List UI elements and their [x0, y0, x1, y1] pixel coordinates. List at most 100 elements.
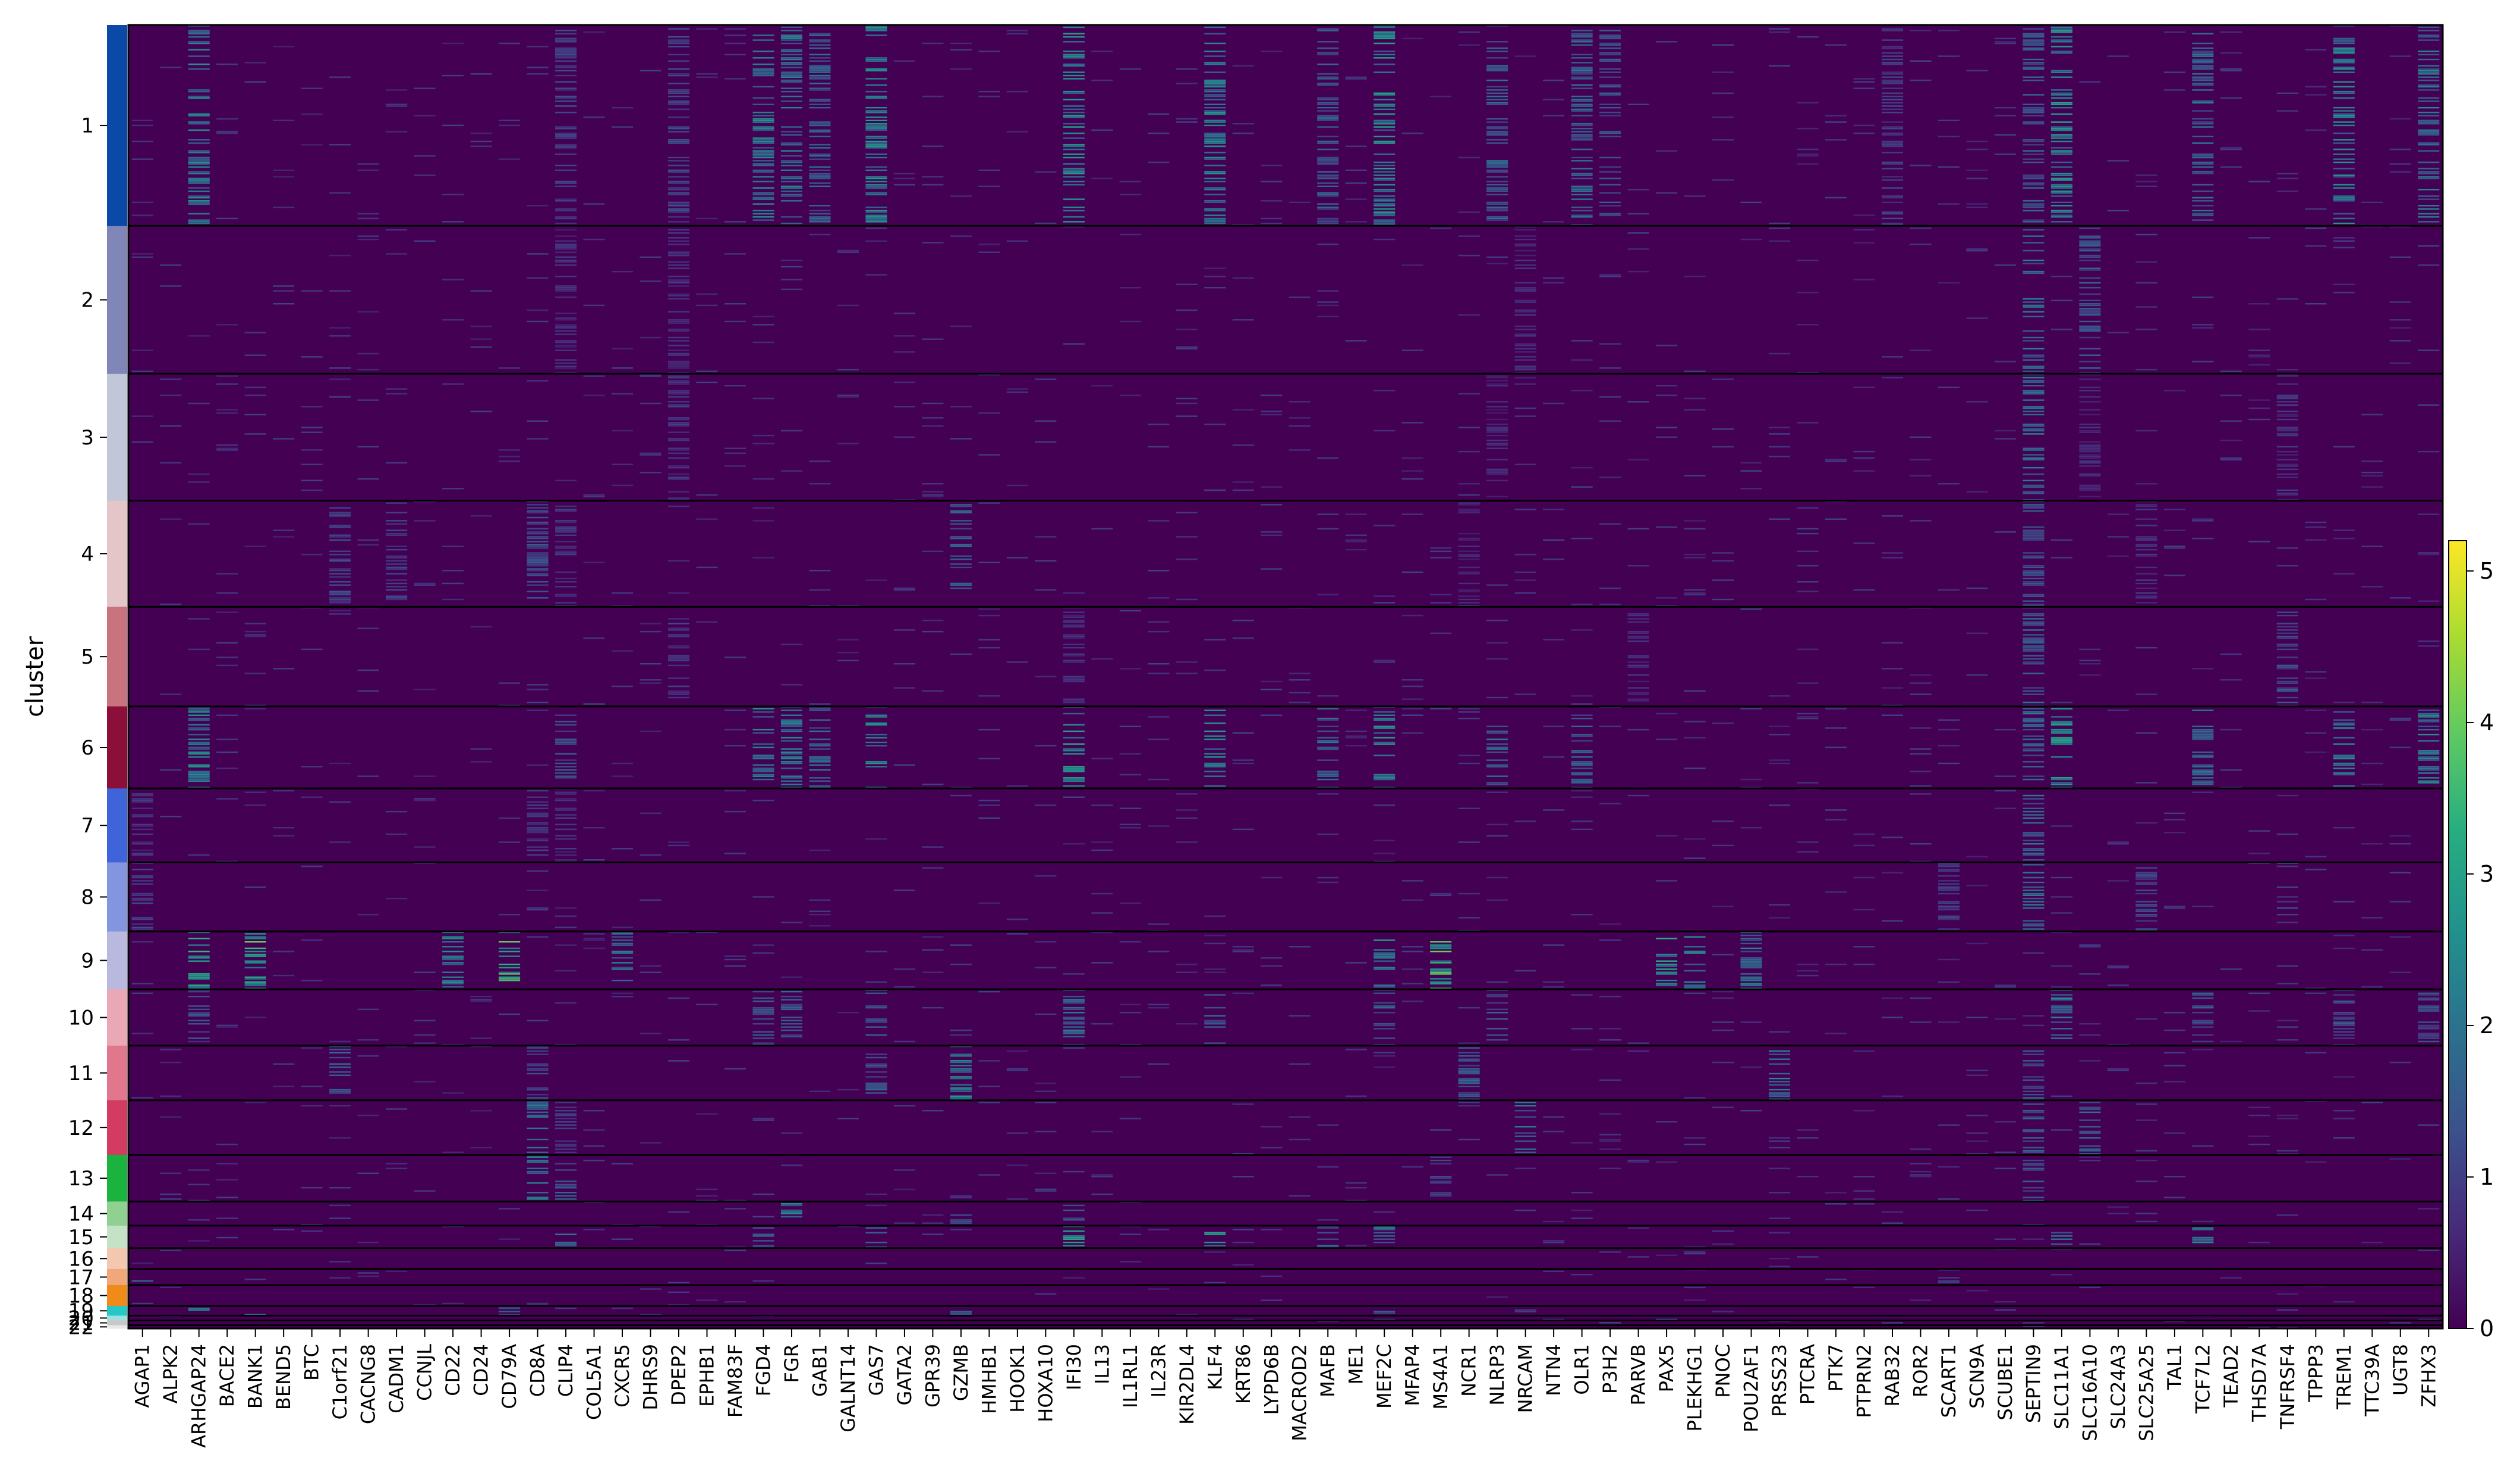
heatmap-cell: [2135, 536, 2157, 538]
heatmap-cell: [950, 1060, 972, 1062]
heatmap-cell: [809, 131, 831, 132]
heatmap-cell: [780, 216, 803, 218]
heatmap-cell: [301, 1047, 323, 1049]
heatmap-cell: [1599, 86, 1621, 88]
heatmap-cell: [2418, 1040, 2440, 1043]
heatmap-cell: [2361, 460, 2383, 462]
heatmap-cell: [1910, 1021, 1932, 1023]
heatmap-cell: [1317, 793, 1339, 795]
heatmap-cell: [2023, 390, 2045, 392]
heatmap-cell: [667, 46, 690, 48]
heatmap-cell: [1261, 984, 1283, 986]
heatmap-cell: [1740, 962, 1762, 964]
heatmap-cell: [1881, 99, 1904, 100]
heatmap-cell: [865, 210, 887, 212]
heatmap-cell: [1091, 758, 1113, 760]
heatmap-cell: [1345, 145, 1367, 147]
heatmap-cell: [1853, 542, 1875, 544]
heatmap-cell: [1204, 1251, 1226, 1253]
heatmap-cell: [1910, 436, 1932, 438]
heatmap-cell: [2333, 184, 2355, 186]
heatmap-cell: [2135, 504, 2157, 506]
heatmap-cell: [1825, 115, 1847, 116]
heatmap-cell: [131, 441, 153, 443]
heatmap-cell: [2050, 153, 2072, 155]
heatmap-cell: [1797, 102, 1819, 104]
heatmap-cell: [752, 51, 774, 52]
heatmap-cell: [555, 1245, 577, 1247]
heatmap-cell: [2050, 722, 2072, 724]
heatmap-cell: [667, 276, 690, 277]
heatmap-cell: [1740, 1021, 1762, 1023]
heatmap-cell: [1458, 1095, 1480, 1097]
heatmap-cell: [667, 659, 690, 662]
heatmap-cell: [1317, 171, 1339, 173]
heatmap-cell: [2023, 235, 2045, 237]
heatmap-cell: [2023, 1063, 2045, 1065]
heatmap-cell: [188, 978, 210, 980]
heatmap-cell: [1684, 952, 1706, 954]
heatmap-cell: [1006, 661, 1028, 663]
heatmap-cell: [724, 452, 746, 455]
heatmap-cell: [2276, 701, 2298, 703]
heatmap-cell: [1571, 821, 1593, 822]
heatmap-cell: [1599, 132, 1621, 134]
heatmap-cell: [1063, 778, 1085, 781]
heatmap-cell: [1204, 62, 1226, 64]
heatmap-cell: [1571, 134, 1593, 136]
heatmap-cell: [1063, 750, 1085, 752]
heatmap-cell: [1938, 892, 1960, 895]
heatmap-cell: [2192, 214, 2214, 216]
heatmap-cell: [2023, 621, 2045, 623]
heatmap-cell: [1514, 351, 1536, 353]
heatmap-cell: [1204, 762, 1226, 765]
heatmap-cell: [667, 393, 690, 395]
heatmap-cell: [2023, 259, 2045, 261]
heatmap-cell: [780, 1020, 803, 1022]
heatmap-cell: [2079, 973, 2101, 975]
heatmap-cell: [2220, 1040, 2242, 1043]
heatmap-cell: [2135, 1119, 2157, 1121]
heatmap-cell: [329, 550, 351, 553]
heatmap-cell: [1006, 484, 1028, 487]
heatmap-cell: [809, 89, 831, 91]
heatmap-cell: [809, 744, 831, 747]
heatmap-cell: [1797, 163, 1819, 165]
heatmap-cell: [131, 902, 153, 904]
heatmap-cell: [978, 412, 1000, 414]
heatmap-cell: [188, 728, 210, 731]
heatmap-cell: [2192, 89, 2214, 91]
heatmap-cell: [978, 502, 1000, 504]
heatmap-cell: [1740, 608, 1762, 610]
heatmap-cell: [1401, 470, 1423, 472]
heatmap-cell: [1317, 63, 1339, 65]
heatmap-cell: [950, 1197, 972, 1198]
heatmap-cell: [2135, 822, 2157, 824]
heatmap-cell: [2050, 174, 2072, 176]
heatmap-cell: [1486, 1018, 1508, 1020]
heatmap-cell: [1204, 119, 1226, 122]
heatmap-cell: [1768, 1266, 1791, 1267]
heatmap-cell: [1881, 108, 1904, 111]
heatmap-cell: [1571, 994, 1593, 996]
heatmap-cell: [357, 1039, 379, 1041]
heatmap-cell: [950, 963, 972, 965]
heatmap-cell: [978, 1085, 1000, 1087]
heatmap-cell: [1374, 774, 1396, 776]
heatmap-cell: [216, 767, 238, 769]
heatmap-cell: [2418, 1008, 2440, 1011]
heatmap-cell: [160, 1172, 182, 1175]
heatmap-cell: [1374, 204, 1396, 207]
heatmap-cell: [470, 1037, 492, 1039]
heatmap-cell: [2276, 428, 2298, 430]
heatmap-cell: [865, 762, 887, 765]
heatmap-cell: [1853, 844, 1875, 847]
heatmap-cell: [2023, 743, 2045, 745]
heatmap-cell: [1571, 53, 1593, 56]
heatmap-cell: [809, 124, 831, 127]
heatmap-cell: [2023, 393, 2045, 395]
heatmap-cell: [1768, 1232, 1791, 1234]
gene-tick-label: SEPTIN9: [2022, 1344, 2045, 1423]
heatmap-cell: [2163, 907, 2185, 909]
heatmap-cell: [160, 425, 182, 427]
